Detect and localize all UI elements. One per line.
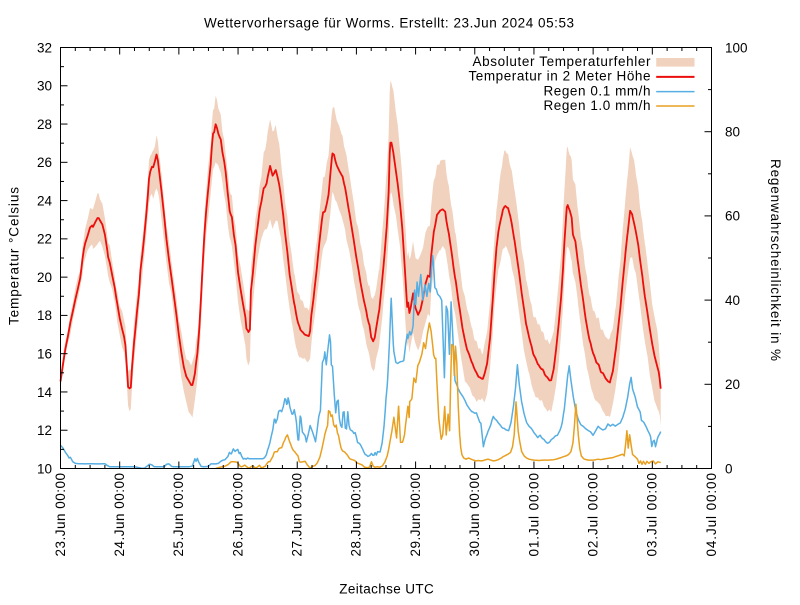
svg-text:23.Jun 00:00: 23.Jun 00:00	[53, 473, 68, 557]
svg-text:04.Jul 00:00: 04.Jul 00:00	[704, 473, 719, 557]
svg-text:30: 30	[37, 79, 52, 94]
svg-text:25.Jun 00:00: 25.Jun 00:00	[171, 473, 186, 557]
svg-text:Regen 0.1 mm/h: Regen 0.1 mm/h	[544, 83, 651, 98]
svg-text:Wettervorhersage für Worms. Er: Wettervorhersage für Worms. Erstellt: 23…	[204, 15, 574, 30]
svg-text:10: 10	[37, 461, 52, 476]
svg-text:03.Jul 00:00: 03.Jul 00:00	[645, 473, 660, 557]
svg-text:Regen 1.0 mm/h: Regen 1.0 mm/h	[544, 98, 651, 113]
svg-text:Temperatur in 2 Meter Höhe: Temperatur in 2 Meter Höhe	[469, 69, 651, 84]
svg-text:28: 28	[37, 117, 52, 132]
svg-text:14: 14	[37, 385, 53, 400]
svg-text:Regenwahrscheinlichkeit in %: Regenwahrscheinlichkeit in %	[768, 159, 783, 361]
svg-text:27.Jun 00:00: 27.Jun 00:00	[290, 473, 305, 557]
svg-text:80: 80	[725, 125, 740, 140]
svg-text:26: 26	[37, 155, 52, 170]
svg-text:26.Jun 00:00: 26.Jun 00:00	[230, 473, 245, 557]
svg-text:Absoluter Temperaturfehler: Absoluter Temperaturfehler	[473, 54, 652, 69]
svg-text:60: 60	[725, 209, 740, 224]
svg-text:22: 22	[37, 232, 52, 247]
svg-text:32: 32	[37, 40, 52, 55]
svg-text:30.Jun 00:00: 30.Jun 00:00	[467, 473, 482, 557]
svg-text:28.Jun 00:00: 28.Jun 00:00	[349, 473, 364, 557]
svg-text:29.Jun 00:00: 29.Jun 00:00	[408, 473, 423, 557]
svg-text:18: 18	[37, 308, 52, 323]
svg-text:Zeitachse UTC: Zeitachse UTC	[339, 581, 434, 596]
svg-text:02.Jul 00:00: 02.Jul 00:00	[585, 473, 600, 557]
svg-text:40: 40	[725, 293, 740, 308]
svg-text:Temperatur °Celsius: Temperatur °Celsius	[6, 187, 21, 325]
svg-text:20: 20	[37, 270, 52, 285]
svg-text:01.Jul 00:00: 01.Jul 00:00	[526, 473, 541, 557]
svg-text:20: 20	[725, 377, 740, 392]
svg-text:24.Jun 00:00: 24.Jun 00:00	[112, 473, 127, 557]
svg-text:12: 12	[37, 423, 52, 438]
svg-text:0: 0	[725, 461, 733, 476]
svg-text:24: 24	[37, 193, 53, 208]
svg-text:100: 100	[725, 40, 748, 55]
svg-text:16: 16	[37, 347, 52, 362]
